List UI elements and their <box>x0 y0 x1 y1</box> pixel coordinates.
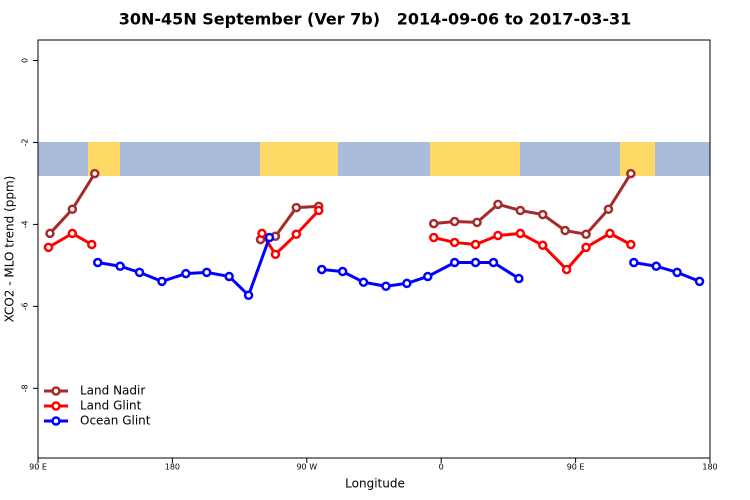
point <box>651 261 661 271</box>
point <box>87 239 97 250</box>
legend-marker <box>51 416 61 426</box>
point <box>291 229 302 239</box>
point <box>449 216 460 227</box>
point <box>181 268 191 279</box>
x-tick-label: 90 E <box>567 463 585 472</box>
point <box>560 225 570 236</box>
point <box>514 273 524 284</box>
point <box>157 276 167 287</box>
y-axis-label: XCO2 - MLO trend (ppm) <box>3 176 17 323</box>
point <box>629 257 639 268</box>
series-line <box>97 237 701 299</box>
y-tick-label: -2 <box>21 138 30 146</box>
legend-label: Land Nadir <box>80 384 145 398</box>
point <box>313 205 324 216</box>
y-tick-label: -4 <box>21 220 30 228</box>
point <box>493 199 503 210</box>
point <box>67 228 78 239</box>
point <box>603 204 614 214</box>
point <box>45 228 55 239</box>
point <box>134 267 145 278</box>
point <box>605 228 615 239</box>
point <box>224 271 234 282</box>
point <box>470 239 481 250</box>
point <box>672 267 682 278</box>
point <box>243 290 254 301</box>
legend-marker <box>51 401 61 411</box>
point <box>115 261 125 271</box>
point <box>381 281 391 292</box>
map-strip <box>38 142 710 176</box>
point <box>423 271 433 282</box>
point <box>43 242 54 253</box>
series-line <box>48 172 633 242</box>
point <box>358 277 369 287</box>
point <box>428 232 439 243</box>
legend-label: Land Glint <box>80 399 142 413</box>
x-tick-label: 0 <box>439 463 444 472</box>
point <box>89 168 100 179</box>
point <box>270 249 281 260</box>
point <box>257 228 267 239</box>
point <box>694 276 705 287</box>
legend-label: Ocean Glint <box>80 414 151 428</box>
point <box>537 240 548 251</box>
point <box>402 278 412 289</box>
point <box>626 239 636 250</box>
legend-marker <box>51 386 61 396</box>
series-line <box>47 209 632 272</box>
point <box>515 228 526 239</box>
plot-frame <box>37 39 711 459</box>
x-tick-label: 180 <box>702 463 717 472</box>
y-tick-label: 0 <box>21 58 30 63</box>
point <box>488 257 499 268</box>
point <box>561 264 572 275</box>
point <box>472 217 482 228</box>
point <box>470 257 481 268</box>
point <box>449 237 460 248</box>
x-tick-label: 90 E <box>29 463 47 472</box>
x-tick-label: 90 W <box>296 463 317 472</box>
point <box>428 218 439 229</box>
x-axis-label: Longitude <box>345 477 405 491</box>
point <box>515 205 526 216</box>
point <box>291 202 302 213</box>
point <box>316 264 327 275</box>
point <box>581 229 591 239</box>
point <box>537 209 548 220</box>
point <box>449 257 460 268</box>
y-tick-label: -6 <box>21 302 30 310</box>
chart-title: 30N-45N September (Ver 7b) 2014-09-06 to… <box>119 10 632 29</box>
point <box>626 168 636 179</box>
point <box>337 266 348 277</box>
x-tick-label: 180 <box>165 463 180 472</box>
point <box>493 230 503 241</box>
point <box>264 232 275 243</box>
y-tick-label: -8 <box>21 384 30 392</box>
point <box>67 204 78 214</box>
point <box>581 242 591 253</box>
point <box>92 257 103 268</box>
point <box>201 267 212 278</box>
